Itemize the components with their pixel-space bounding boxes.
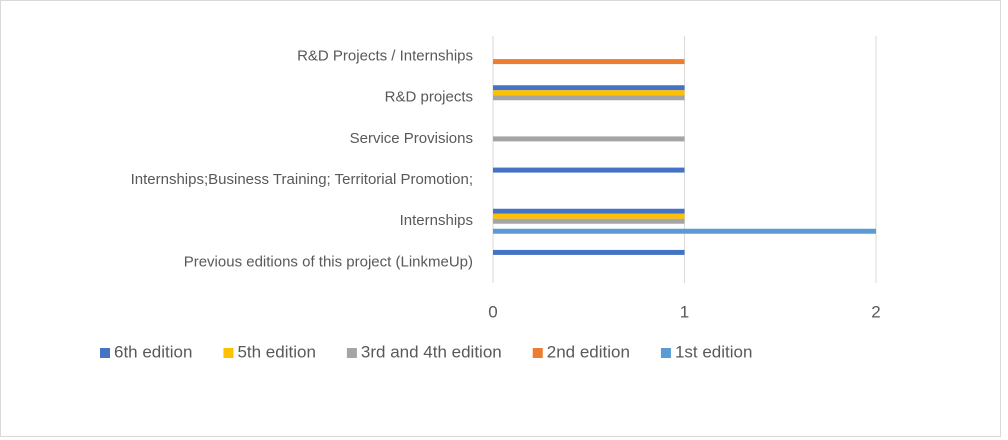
bar <box>493 90 685 96</box>
x-tick-label: 1 <box>680 302 689 321</box>
y-tick-label: R&D Projects / Internships <box>297 48 473 65</box>
legend-swatch <box>346 348 357 358</box>
legend-label: 5th edition <box>237 342 315 361</box>
legend-label: 2nd edition <box>547 342 630 361</box>
bar <box>493 85 685 91</box>
y-tick-label: Internships <box>400 212 473 229</box>
legend-label: 3rd and 4th edition <box>361 342 502 361</box>
y-tick-label: Service Provisions <box>350 130 473 147</box>
bar <box>493 218 685 224</box>
y-tick-label: Internships;Business Training; Territori… <box>131 171 473 188</box>
x-tick-label: 2 <box>871 302 880 321</box>
bar <box>493 167 685 173</box>
legend-swatch <box>532 348 543 358</box>
legend-label: 6th edition <box>114 342 192 361</box>
legend-swatch <box>223 348 234 358</box>
bar <box>493 208 685 214</box>
legend-label: 1st edition <box>675 342 753 361</box>
x-tick-label: 0 <box>488 302 497 321</box>
bar <box>493 59 685 65</box>
legend-swatch <box>100 348 110 358</box>
legend-swatch <box>660 348 671 358</box>
y-tick-label: R&D projects <box>385 89 473 106</box>
y-tick-label: Previous editions of this project (Linkm… <box>184 253 473 270</box>
bar <box>493 249 685 255</box>
bar <box>493 213 685 219</box>
bar <box>493 136 685 142</box>
bar <box>493 95 685 101</box>
bar <box>493 228 876 234</box>
